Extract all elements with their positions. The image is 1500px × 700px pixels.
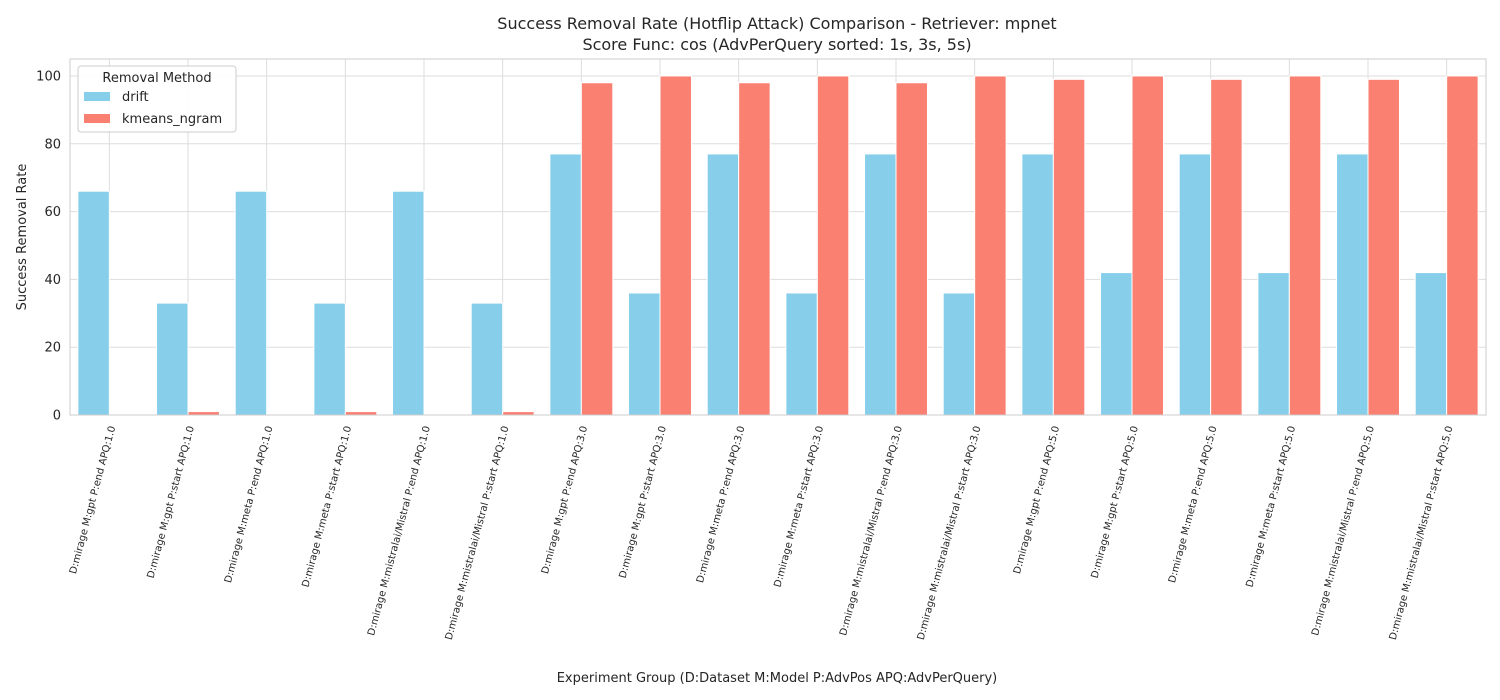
bar-drift — [1178, 153, 1212, 416]
bar-drift — [234, 190, 268, 416]
bar-drift — [942, 292, 976, 416]
x-tick-label: D:mirage M:meta P:start APQ:3.0 — [773, 425, 827, 589]
bar-kmeans_ngram — [895, 82, 928, 416]
x-tick-label: D:mirage M:gpt P:start APQ:1.0 — [146, 425, 197, 580]
x-tick-label: D:mirage M:gpt P:start APQ:3.0 — [618, 425, 669, 580]
legend: Removal Method drift kmeans_ngram — [77, 65, 237, 133]
bar-drift — [628, 292, 661, 416]
bar-drift — [470, 302, 504, 416]
x-tick-label: D:mirage M:mistralai/Mistral P:end APQ:1… — [366, 425, 433, 637]
legend-swatch-drift — [84, 92, 110, 101]
y-axis-ticks: 0 20 40 60 80 100 — [36, 69, 61, 423]
bar-drift — [1414, 272, 1448, 416]
y-tick-label: 80 — [44, 137, 61, 152]
bar-kmeans_ngram — [187, 411, 220, 416]
x-tick-label: D:mirage M:meta P:end APQ:3.0 — [695, 425, 748, 584]
bar-drift — [1336, 153, 1369, 416]
legend-title: Removal Method — [102, 71, 211, 86]
x-tick-label: D:mirage M:mistralai/Mistral P:start APQ… — [1388, 425, 1456, 641]
chart-title-line2: Score Func: cos (AdvPerQuery sorted: 1s,… — [582, 35, 971, 54]
x-tick-label: D:mirage M:gpt P:end APQ:3.0 — [540, 425, 590, 575]
y-tick-label: 20 — [44, 341, 61, 356]
bar-drift — [392, 190, 425, 416]
x-axis-ticks: D:mirage M:gpt P:end APQ:1.0 D:mirage M:g… — [68, 425, 1455, 641]
legend-label-kmeans_ngram: kmeans_ngram — [122, 112, 222, 127]
x-tick-label: D:mirage M:mistralai/Mistral P:start APQ… — [916, 425, 984, 641]
bar-kmeans_ngram — [1210, 78, 1243, 416]
y-tick-label: 40 — [44, 273, 61, 288]
bar-drift — [706, 153, 740, 416]
x-tick-label: D:mirage M:gpt P:end APQ:1.0 — [68, 425, 118, 575]
bar-kmeans_ngram — [502, 411, 535, 416]
x-tick-label: D:mirage M:meta P:start APQ:1.0 — [301, 425, 355, 589]
y-tick-label: 100 — [36, 69, 61, 84]
y-axis-label: Success Removal Rate — [15, 164, 30, 311]
bar-drift — [156, 302, 189, 416]
bar-drift — [1100, 272, 1133, 416]
legend-box — [77, 65, 237, 133]
bar-kmeans_ngram — [1446, 75, 1479, 416]
legend-label-drift: drift — [122, 90, 149, 105]
bar-kmeans_ngram — [1288, 75, 1322, 416]
bar-kmeans_ngram — [974, 75, 1007, 416]
y-tick-label: 0 — [53, 409, 61, 424]
x-tick-label: D:mirage M:gpt P:start APQ:5.0 — [1090, 425, 1141, 580]
bar-drift — [864, 153, 897, 416]
bar-drift — [785, 292, 818, 416]
x-tick-label: D:mirage M:gpt P:end APQ:5.0 — [1012, 425, 1062, 575]
bar-kmeans_ngram — [344, 411, 378, 416]
bar-kmeans_ngram — [738, 82, 771, 416]
bar-kmeans_ngram — [816, 75, 850, 416]
x-tick-label: D:mirage M:meta P:start APQ:5.0 — [1245, 425, 1299, 589]
bar-kmeans_ngram — [659, 75, 692, 416]
bars — [77, 75, 1479, 416]
y-tick-label: 60 — [44, 205, 61, 220]
bar-drift — [313, 302, 346, 416]
bar-drift — [549, 153, 582, 416]
x-tick-label: D:mirage M:mistralai/Mistral P:end APQ:5… — [1310, 425, 1377, 637]
bar-drift — [1021, 153, 1054, 416]
plot-frame — [69, 58, 1487, 416]
x-axis-label: Experiment Group (D:Dataset M:Model P:Ad… — [557, 671, 998, 686]
x-tick-label: D:mirage M:mistralai/Mistral P:start APQ… — [444, 425, 512, 641]
x-tick-label: D:mirage M:mistralai/Mistral P:end APQ:3… — [838, 425, 905, 637]
bar-kmeans_ngram — [1052, 78, 1086, 416]
x-tick-label: D:mirage M:meta P:end APQ:5.0 — [1167, 425, 1220, 584]
bar-drift — [77, 190, 110, 416]
bar-drift — [1257, 272, 1290, 416]
chart-title-line1: Success Removal Rate (Hotflip Attack) Co… — [497, 14, 1056, 33]
x-tick-label: D:mirage M:meta P:end APQ:1.0 — [223, 425, 276, 584]
bar-kmeans_ngram — [580, 82, 614, 416]
bar-kmeans_ngram — [1131, 75, 1164, 416]
bar-kmeans_ngram — [1367, 78, 1400, 416]
legend-swatch-kmeans_ngram — [84, 114, 110, 123]
